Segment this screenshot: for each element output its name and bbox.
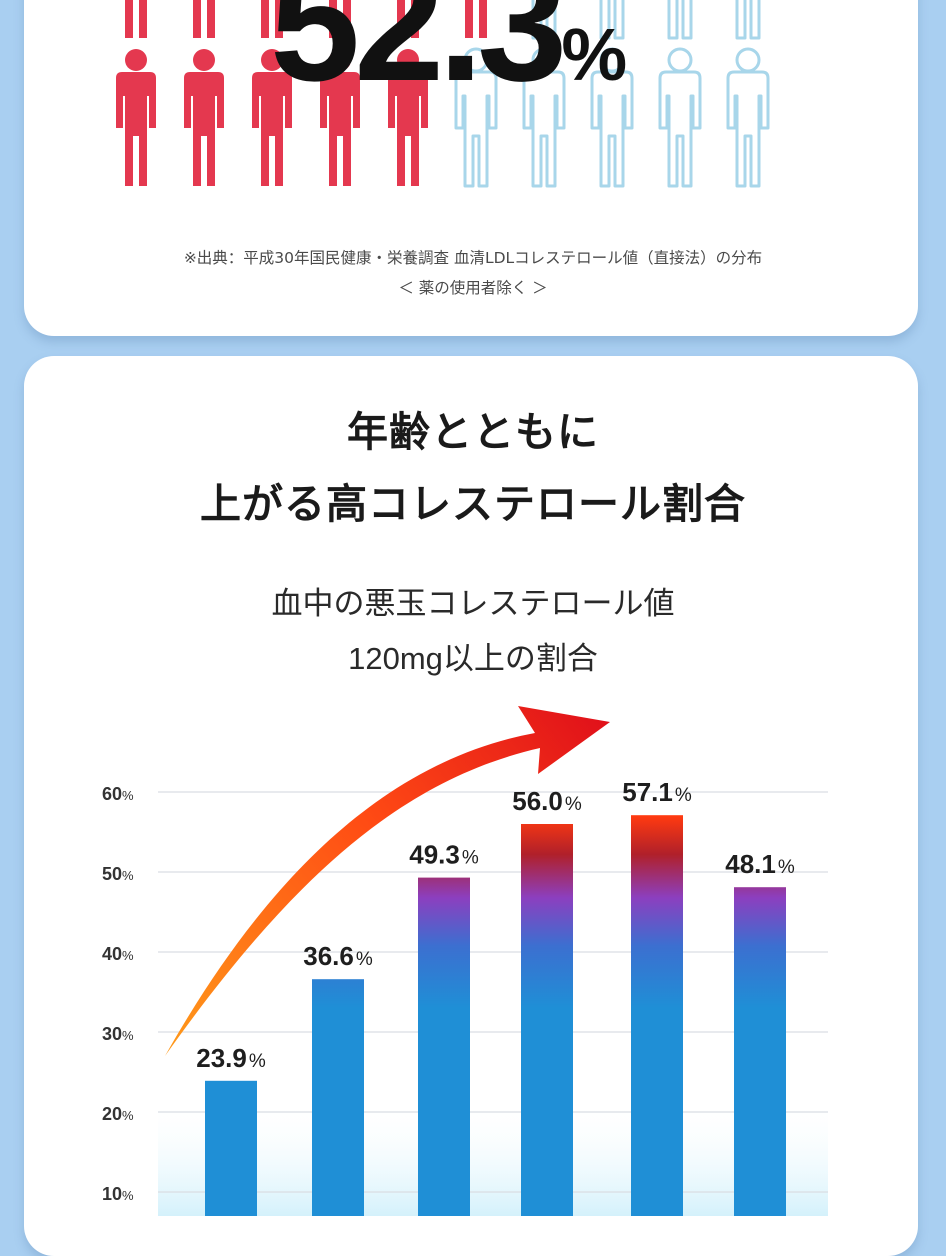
person-icon bbox=[599, 0, 625, 40]
person-icon bbox=[329, 0, 351, 38]
bar bbox=[521, 824, 573, 1216]
bar bbox=[205, 1080, 257, 1216]
bar-value-label: 56.0% bbox=[512, 786, 582, 816]
chart-subtitle-line1: 血中の悪玉コレステロール値 bbox=[271, 586, 675, 621]
person-icon bbox=[184, 49, 224, 186]
person-icon bbox=[125, 0, 147, 38]
bar-chart: 10% 20% 30% 40% 50% 60% 23.9 % 36.6 % 49.3 % 56.0% 5… bbox=[102, 706, 828, 1216]
headline-value: 52.3 bbox=[270, 0, 567, 115]
person-icon bbox=[320, 49, 360, 186]
section-title-line2: 上がる高コレステロール割合 bbox=[200, 481, 746, 527]
bar-value-label: 36.6% bbox=[303, 941, 373, 971]
section-title-line1: 年齢とともに bbox=[347, 409, 599, 455]
y-tick-label: 10% bbox=[102, 1184, 134, 1204]
person-icon bbox=[667, 0, 693, 40]
person-icon bbox=[465, 0, 487, 38]
y-tick-label: 20% bbox=[102, 1104, 134, 1124]
bar bbox=[312, 979, 364, 1216]
person-icon bbox=[252, 49, 292, 186]
bar bbox=[631, 815, 683, 1216]
person-icon bbox=[735, 0, 761, 40]
y-tick-label: 40% bbox=[102, 944, 134, 964]
person-icon bbox=[590, 47, 634, 188]
headline-unit: % bbox=[561, 13, 628, 96]
source-note: ※出典：平成30年国民健康・栄養調査 血清LDLコレステロール値（直接法）の分布 bbox=[183, 249, 763, 267]
stat-card bbox=[24, 0, 918, 336]
bar-value-label: 57.1% bbox=[622, 777, 692, 807]
y-tick-label: 50% bbox=[102, 864, 134, 884]
person-icon bbox=[261, 0, 283, 38]
chart-floor-glow bbox=[158, 1100, 828, 1216]
person-icon bbox=[116, 49, 156, 186]
trend-arrow bbox=[165, 706, 610, 1056]
bar bbox=[418, 877, 470, 1216]
person-icon bbox=[397, 0, 419, 38]
bar-value-label: 49.3% bbox=[409, 840, 479, 870]
source-note-sub: ＜ 薬の使用者除く ＞ bbox=[398, 279, 548, 297]
y-tick-label: 30% bbox=[102, 1024, 134, 1044]
person-icon bbox=[531, 0, 557, 40]
headline-percentage: 52.3% bbox=[270, 0, 627, 106]
person-icon bbox=[388, 49, 428, 186]
bar-value-label: 23.9% bbox=[196, 1043, 266, 1073]
people-pictogram bbox=[116, 0, 770, 188]
person-icon bbox=[726, 47, 770, 188]
bar-value-label: 48.1% bbox=[725, 849, 795, 879]
person-icon bbox=[522, 47, 566, 188]
person-icon bbox=[658, 47, 702, 188]
chart-subtitle-line2: 120mg以上の割合 bbox=[348, 641, 598, 676]
person-icon bbox=[193, 0, 215, 38]
bar bbox=[734, 887, 786, 1216]
y-tick-label: 60% bbox=[102, 784, 134, 804]
person-icon bbox=[454, 47, 498, 188]
